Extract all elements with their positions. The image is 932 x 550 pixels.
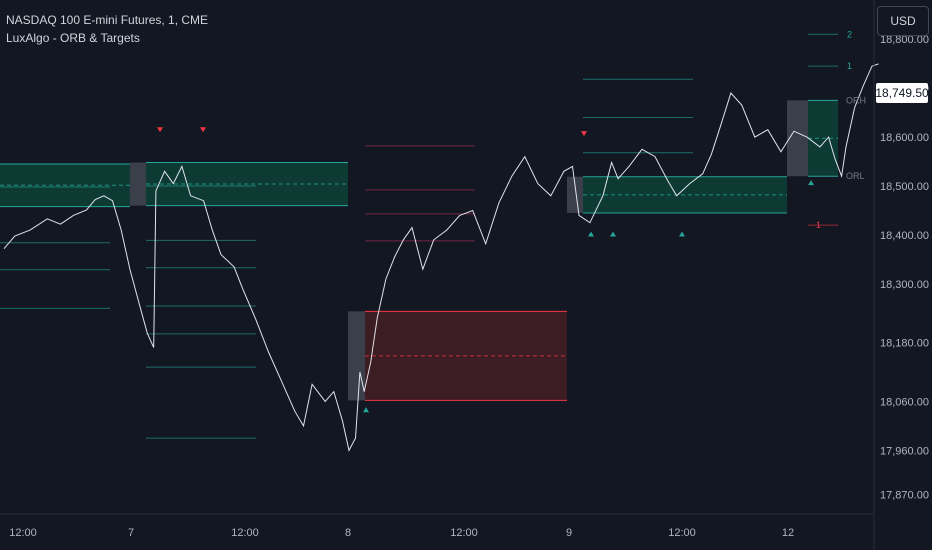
time-tick-label: 12:00	[231, 527, 259, 539]
opening-range-box	[567, 176, 583, 213]
signal-markers	[157, 127, 814, 413]
opening-range-box	[348, 311, 365, 401]
target-number-labels: 2 1 1	[816, 29, 852, 230]
price-tick-label: 18,600.00	[880, 132, 929, 144]
bearish-signal-marker	[581, 131, 587, 137]
price-tick-label: 18,180.00	[880, 338, 929, 350]
bullish-signal-marker	[363, 407, 369, 413]
bullish-signal-marker	[679, 231, 685, 237]
indicator-title[interactable]: LuxAlgo - ORB & Targets	[6, 31, 140, 45]
time-axis[interactable]: 12:00 7 12:00 8 12:00 9 12:00 12	[9, 527, 794, 539]
target-1-label: 1	[847, 61, 852, 71]
price-tick-label: 17,960.00	[880, 445, 929, 457]
last-price-label: 18,749.50	[875, 83, 929, 103]
bullish-signal-marker	[588, 231, 594, 237]
opening-range-box	[787, 100, 808, 177]
price-tick-label: 18,800.00	[880, 34, 929, 46]
time-tick-label: 9	[566, 527, 572, 539]
price-tick-label: 18,300.00	[880, 279, 929, 291]
bearish-signal-marker	[200, 127, 206, 133]
chart-legend: NASDAQ 100 E-mini Futures, 1, CME LuxAlg…	[6, 11, 208, 47]
or-labels: ORH ORL	[846, 95, 866, 181]
time-tick-label: 7	[128, 527, 134, 539]
target-lines	[0, 33, 838, 439]
price-series-line	[3, 63, 879, 452]
time-tick-label: 8	[345, 527, 351, 539]
time-tick-label: 12:00	[9, 527, 37, 539]
orh-label: ORH	[846, 95, 866, 105]
opening-range-box	[130, 162, 146, 206]
price-tick-label: 18,500.00	[880, 181, 929, 193]
bullish-signal-marker	[610, 231, 616, 237]
bearish-signal-marker	[157, 127, 163, 133]
target-lower-1-label: 1	[816, 220, 821, 230]
price-tick-label: 17,870.00	[880, 489, 929, 501]
currency-button[interactable]: USD	[877, 6, 929, 36]
time-tick-label: 12:00	[668, 527, 696, 539]
price-tick-label: 18,060.00	[880, 396, 929, 408]
time-tick-label: 12:00	[450, 527, 478, 539]
price-tick-label: 18,400.00	[880, 230, 929, 242]
time-tick-label: 12	[782, 527, 794, 539]
orb-boxes	[0, 99, 838, 401]
bullish-signal-marker	[808, 180, 814, 186]
symbol-title[interactable]: NASDAQ 100 E-mini Futures, 1, CME	[6, 13, 209, 27]
orl-label: ORL	[846, 171, 865, 181]
target-2-label: 2	[847, 29, 852, 39]
